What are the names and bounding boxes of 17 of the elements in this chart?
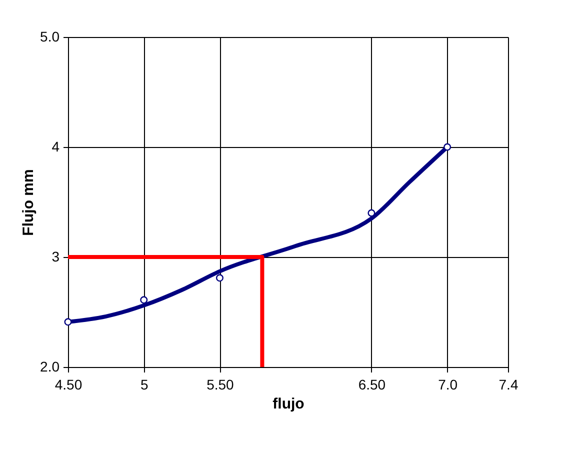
y-tick-label: 3 xyxy=(52,248,60,264)
x-axis-title: flujo xyxy=(272,396,304,412)
x-tick-label: 5.50 xyxy=(206,376,234,392)
y-tick-label: 2.0 xyxy=(40,358,60,374)
x-tick-label: 6.50 xyxy=(358,376,386,392)
y-tick-label: 5.0 xyxy=(40,28,60,44)
point xyxy=(64,318,72,326)
point xyxy=(368,209,376,217)
y-tick-label: 4 xyxy=(52,138,60,154)
point xyxy=(140,296,148,304)
x-tick-label: 7.0 xyxy=(438,376,458,392)
x-tick-label: 4.50 xyxy=(54,376,82,392)
point xyxy=(216,274,224,282)
x-tick-label: 5 xyxy=(140,376,148,392)
x-tick-label: 7.4 xyxy=(498,376,518,392)
point xyxy=(444,143,452,151)
y-axis-title: Flujo mm xyxy=(20,169,38,236)
